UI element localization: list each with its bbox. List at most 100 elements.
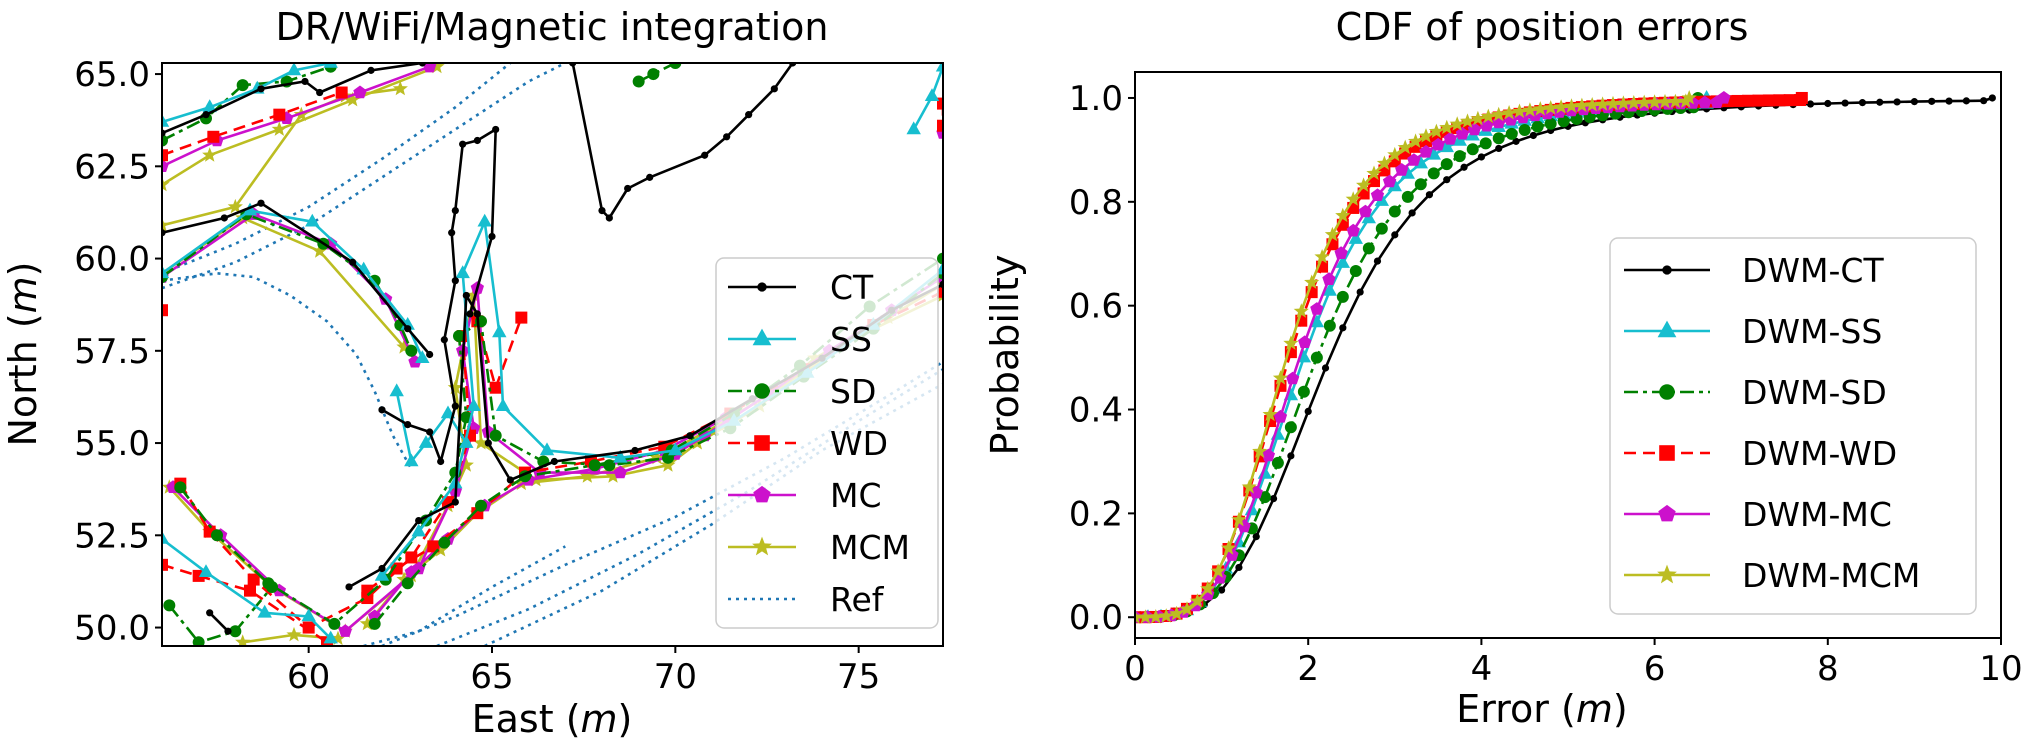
data-point-sd [162, 134, 168, 147]
data-point-dwm-ct [1235, 563, 1243, 572]
data-point-dwm-sd [1440, 158, 1453, 171]
data-point-ct [404, 325, 412, 333]
data-point-dwm-mc [1419, 144, 1433, 158]
data-point-mcm [312, 243, 328, 258]
data-point-dwm-mcm [1511, 103, 1528, 118]
y-axis-label: Probability [983, 255, 1027, 456]
data-point-ct [404, 421, 412, 429]
data-point-dwm-ss [1348, 231, 1363, 244]
data-point-dwm-ct [1321, 364, 1330, 372]
data-point-mcm [286, 626, 302, 642]
data-point-ss [459, 435, 474, 448]
data-point-ct [224, 627, 232, 635]
data-point-dwm-mcm [1314, 249, 1330, 264]
data-point-dwm-ct [1356, 288, 1364, 296]
data-point-ct [206, 609, 214, 617]
data-point-mcm [235, 634, 251, 646]
legend-box [715, 257, 939, 629]
legend: DWM-CT DWM-SS DWM-SD DWM-WD DWM-MC DWM-MCM [1609, 237, 1977, 615]
plot-frame [1134, 71, 2002, 639]
data-point-wd [335, 86, 348, 99]
data-point-dwm-ct [1443, 176, 1451, 184]
data-point-dwm-ct [1218, 586, 1226, 594]
data-point-ss [935, 63, 943, 72]
data-point-dwm-mc [1431, 137, 1445, 151]
legend-marker [1657, 320, 1677, 338]
data-point-dwm-mc [1382, 174, 1397, 188]
series-line-ref [484, 382, 943, 646]
x-tick-label: 2 [1297, 649, 1319, 689]
legend-label: DWM-MC [1742, 495, 1892, 534]
data-point-dwm-mcm [1252, 443, 1268, 458]
data-point-dwm-mcm [1522, 102, 1538, 117]
data-point-dwm-mcm [1584, 97, 1600, 112]
data-point-dwm-sd [1388, 205, 1401, 218]
data-point-ct [426, 350, 434, 359]
data-point-dwm-mcm [1262, 406, 1278, 422]
data-point-dwm-sd [1414, 178, 1427, 191]
legend-item-dwm-wd: DWM-WD [1624, 434, 1897, 473]
x-tick-label: 8 [1817, 649, 1839, 689]
data-point-dwm-mcm [1272, 370, 1289, 385]
legend-label: DWM-SS [1742, 312, 1882, 351]
y-tick-label: 0.6 [1069, 287, 1123, 327]
data-point-dwm-mc [1443, 131, 1457, 145]
legend-label: MCM [830, 528, 910, 567]
data-point-wd [162, 149, 168, 162]
data-point-dwm-sd [1427, 167, 1440, 180]
data-point-dwm-ct [1477, 153, 1485, 161]
data-point-dwm-ct [1841, 99, 1849, 107]
legend-label: DWM-CT [1742, 251, 1884, 290]
data-point-ct [378, 406, 386, 414]
data-point-dwm-ct [1408, 209, 1416, 217]
legend-label: Ref [830, 580, 885, 619]
legend-label: DWM-WD [1742, 434, 1897, 473]
data-point-ct [415, 516, 423, 525]
data-point-ct [257, 199, 265, 207]
data-point-ct [426, 428, 434, 436]
data-point-dwm-mc [1322, 272, 1336, 285]
data-point-ct [345, 583, 353, 591]
data-point-sd [669, 63, 682, 69]
data-point-dwm-ct [1876, 98, 1884, 106]
data-point-dwm-sd [1557, 115, 1570, 128]
data-point-dwm-ct [1391, 231, 1399, 239]
data-point-dwm-sd [1531, 120, 1544, 133]
data-point-mcm [447, 379, 463, 395]
series-line-ref [162, 271, 413, 470]
legend-item-ct: CT [728, 268, 874, 307]
data-point-ct [473, 310, 481, 318]
data-point-dwm-mc [1358, 204, 1372, 218]
x-tick-label: 70 [654, 657, 697, 697]
data-point-dwm-mcm [1501, 105, 1517, 120]
data-point-mc [353, 85, 367, 99]
data-point-dwm-mcm [1626, 95, 1642, 110]
data-point-dwm-ct [1373, 257, 1382, 265]
data-point-wd [207, 130, 220, 143]
data-point-dwm-mcm [1563, 98, 1580, 113]
x-axis-label: Error (m) [1456, 687, 1627, 731]
data-point-ss [400, 317, 415, 330]
data-point-dwm-mc [1395, 163, 1409, 176]
series-line-ref [162, 63, 512, 275]
data-point-dwm-mc [1479, 118, 1494, 132]
data-point-dwm-mcm [1418, 128, 1434, 143]
data-point-dwm-mcm [1428, 123, 1444, 138]
data-point-dwm-mcm [1135, 609, 1143, 624]
legend-item-dwm-mcm: DWM-MCM [1624, 556, 1920, 595]
data-point-dwm-ss [1439, 139, 1454, 153]
data-point-dwm-mcm [1345, 191, 1361, 206]
plot-frame [161, 62, 944, 647]
data-point-mcm [359, 615, 375, 631]
data-point-ct [257, 85, 265, 93]
data-point-ct [473, 136, 481, 145]
data-point-mcm [202, 147, 218, 162]
data-point-dwm-ct [1945, 97, 1953, 105]
x-tick-label: 60 [287, 657, 330, 697]
data-point-mc [423, 63, 437, 73]
data-point-ct [367, 66, 375, 74]
data-point-ss [455, 265, 470, 279]
data-point-ct [631, 446, 639, 455]
data-point-ct [484, 439, 492, 447]
data-point-ss [924, 88, 940, 101]
